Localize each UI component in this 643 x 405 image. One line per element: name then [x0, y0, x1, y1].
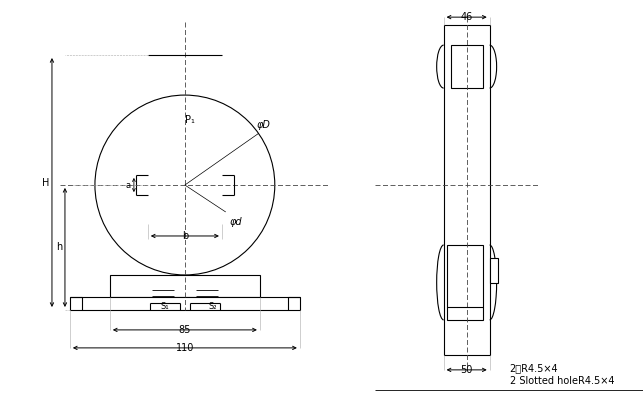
Bar: [70, 297, 300, 310]
Text: 2槽R4.5×4: 2槽R4.5×4: [510, 363, 558, 373]
Bar: [444, 25, 489, 355]
Text: φD: φD: [257, 120, 271, 130]
Text: h: h: [56, 243, 62, 252]
Text: P₁: P₁: [185, 115, 195, 125]
Text: 46: 46: [460, 12, 473, 22]
Bar: [489, 258, 498, 283]
Bar: [447, 245, 483, 320]
Circle shape: [152, 282, 174, 304]
Bar: [148, 160, 222, 222]
Ellipse shape: [95, 95, 275, 275]
Text: b: b: [182, 231, 188, 241]
Circle shape: [196, 282, 218, 304]
Text: H: H: [42, 177, 50, 188]
Circle shape: [147, 147, 223, 223]
Bar: [451, 45, 483, 88]
Text: S₂: S₂: [209, 303, 217, 311]
Bar: [110, 275, 260, 297]
Text: φd: φd: [230, 217, 242, 227]
Text: 50: 50: [460, 365, 473, 375]
Text: a: a: [125, 181, 131, 190]
Text: S₁: S₁: [161, 303, 169, 311]
Text: 110: 110: [176, 343, 194, 353]
Text: 2 Slotted holeR4.5×4: 2 Slotted holeR4.5×4: [510, 376, 614, 386]
Text: 85: 85: [179, 325, 191, 335]
